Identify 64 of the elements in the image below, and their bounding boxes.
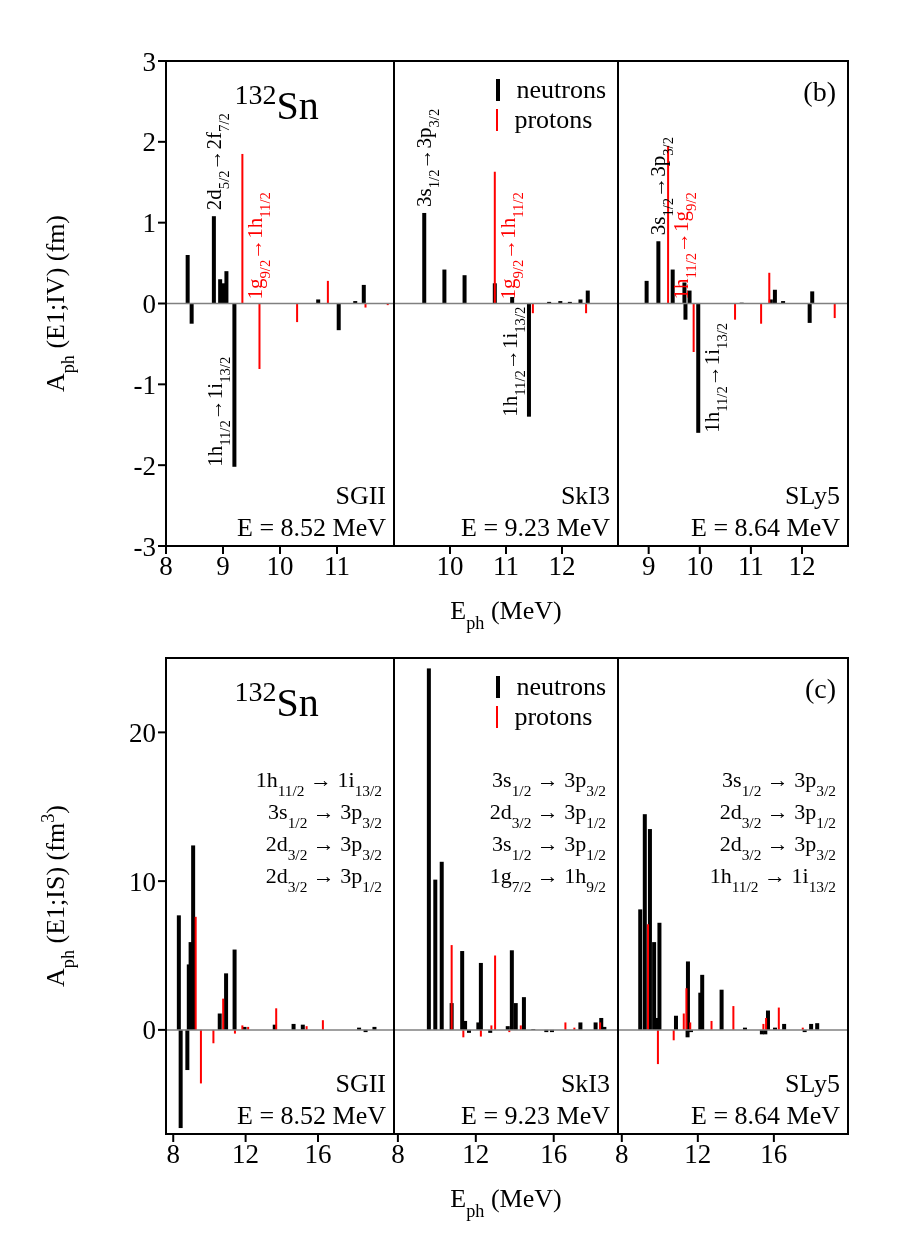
annotation: 3s$_{1/2}$ → 3p$_{3/2}$ xyxy=(492,766,606,799)
text: (b) xyxy=(803,76,836,107)
x-tick-label: 11 xyxy=(324,551,350,582)
x-tick-label: 10 xyxy=(686,551,714,582)
legend-label: neutrons xyxy=(516,672,606,702)
y-tick-label: -3 xyxy=(133,531,156,562)
annotation: 2d$_{3/2}$ → 3p$_{3/2}$ xyxy=(265,830,382,863)
y-tick-label: 10 xyxy=(129,866,156,897)
annotation: 3s$_{1/2}$ → 3p$_{3/2}$ xyxy=(722,766,836,799)
x-axis-title: E$_{ph}$ (MeV) xyxy=(450,1184,562,1221)
text: SGII xyxy=(335,481,386,510)
x-tick-label: 10 xyxy=(266,551,294,582)
annotation: 2d$_{3/2}$ → 3p$_{1/2}$ xyxy=(719,798,836,831)
annotation: 3s$_{1/2}$ → 3p$_{3/2}$ xyxy=(268,798,382,831)
annotation: E = 8.52 MeV xyxy=(237,1101,387,1130)
annotation: 2d$_{3/2}$ → 3p$_{1/2}$ xyxy=(265,862,382,895)
x-tick-label: 11 xyxy=(493,551,519,582)
annotation: 2d$_{3/2}$ → 3p$_{1/2}$ xyxy=(489,798,606,831)
y-tick-label: 0 xyxy=(142,1015,156,1046)
annotation: E = 8.52 MeV xyxy=(237,513,387,542)
x-tick-label: 12 xyxy=(548,551,576,582)
x-tick-label: 8 xyxy=(166,1139,180,1170)
y-tick-label: 1 xyxy=(142,208,156,239)
legend-label: neutrons xyxy=(516,75,606,105)
text: $^{132}$Sn xyxy=(234,675,319,725)
annotation: E = 8.64 MeV xyxy=(691,1101,841,1130)
x-tick-label: 12 xyxy=(232,1139,260,1170)
y-tick-label: -2 xyxy=(133,450,156,481)
text: SLy5 xyxy=(785,1069,840,1098)
y-tick-label: 3 xyxy=(142,46,156,77)
y-tick-label: -1 xyxy=(133,369,156,400)
text: (c) xyxy=(804,673,836,704)
x-tick-label: 8 xyxy=(615,1139,629,1170)
text: $^{132}$Sn xyxy=(234,78,319,128)
x-tick-label: 9 xyxy=(216,551,230,582)
x-axis-title: E$_{ph}$ (MeV) xyxy=(450,596,562,633)
text: SLy5 xyxy=(785,481,840,510)
annotation: 1g$_{7/2}$ → 1h$_{9/2}$ xyxy=(489,862,606,895)
annotation: 3s$_{1/2}$ → 3p$_{1/2}$ xyxy=(492,830,606,863)
x-tick-label: 8 xyxy=(159,551,173,582)
legend-label: protons xyxy=(514,702,593,732)
x-tick-label: 12 xyxy=(462,1139,490,1170)
annotation: 2d$_{3/2}$ → 3p$_{3/2}$ xyxy=(719,830,836,863)
legend-label: protons xyxy=(514,105,593,135)
x-tick-label: 16 xyxy=(760,1139,788,1170)
annotation: 1h$_{11/2}$ → 1i$_{13/2}$ xyxy=(255,766,382,799)
x-tick-label: 12 xyxy=(788,551,816,582)
annotation: E = 9.23 MeV xyxy=(461,1101,611,1130)
x-tick-label: 12 xyxy=(684,1139,712,1170)
x-tick-label: 11 xyxy=(737,551,764,582)
text: SkI3 xyxy=(560,1069,610,1098)
annotation: 1h$_{11/2}$ → 1i$_{13/2}$ xyxy=(709,862,836,895)
x-tick-label: 8 xyxy=(391,1139,405,1170)
x-tick-label: 16 xyxy=(304,1139,332,1170)
y-tick-label: 0 xyxy=(142,289,156,320)
text: SkI3 xyxy=(560,481,610,510)
x-tick-label: 9 xyxy=(641,551,656,582)
annotation: E = 9.23 MeV xyxy=(461,513,611,542)
text: SGII xyxy=(335,1069,386,1098)
x-tick-label: 16 xyxy=(540,1139,568,1170)
annotation: E = 8.64 MeV xyxy=(691,513,841,542)
y-tick-label: 2 xyxy=(142,127,156,158)
x-tick-label: 10 xyxy=(436,551,464,582)
y-tick-label: 20 xyxy=(129,717,156,748)
